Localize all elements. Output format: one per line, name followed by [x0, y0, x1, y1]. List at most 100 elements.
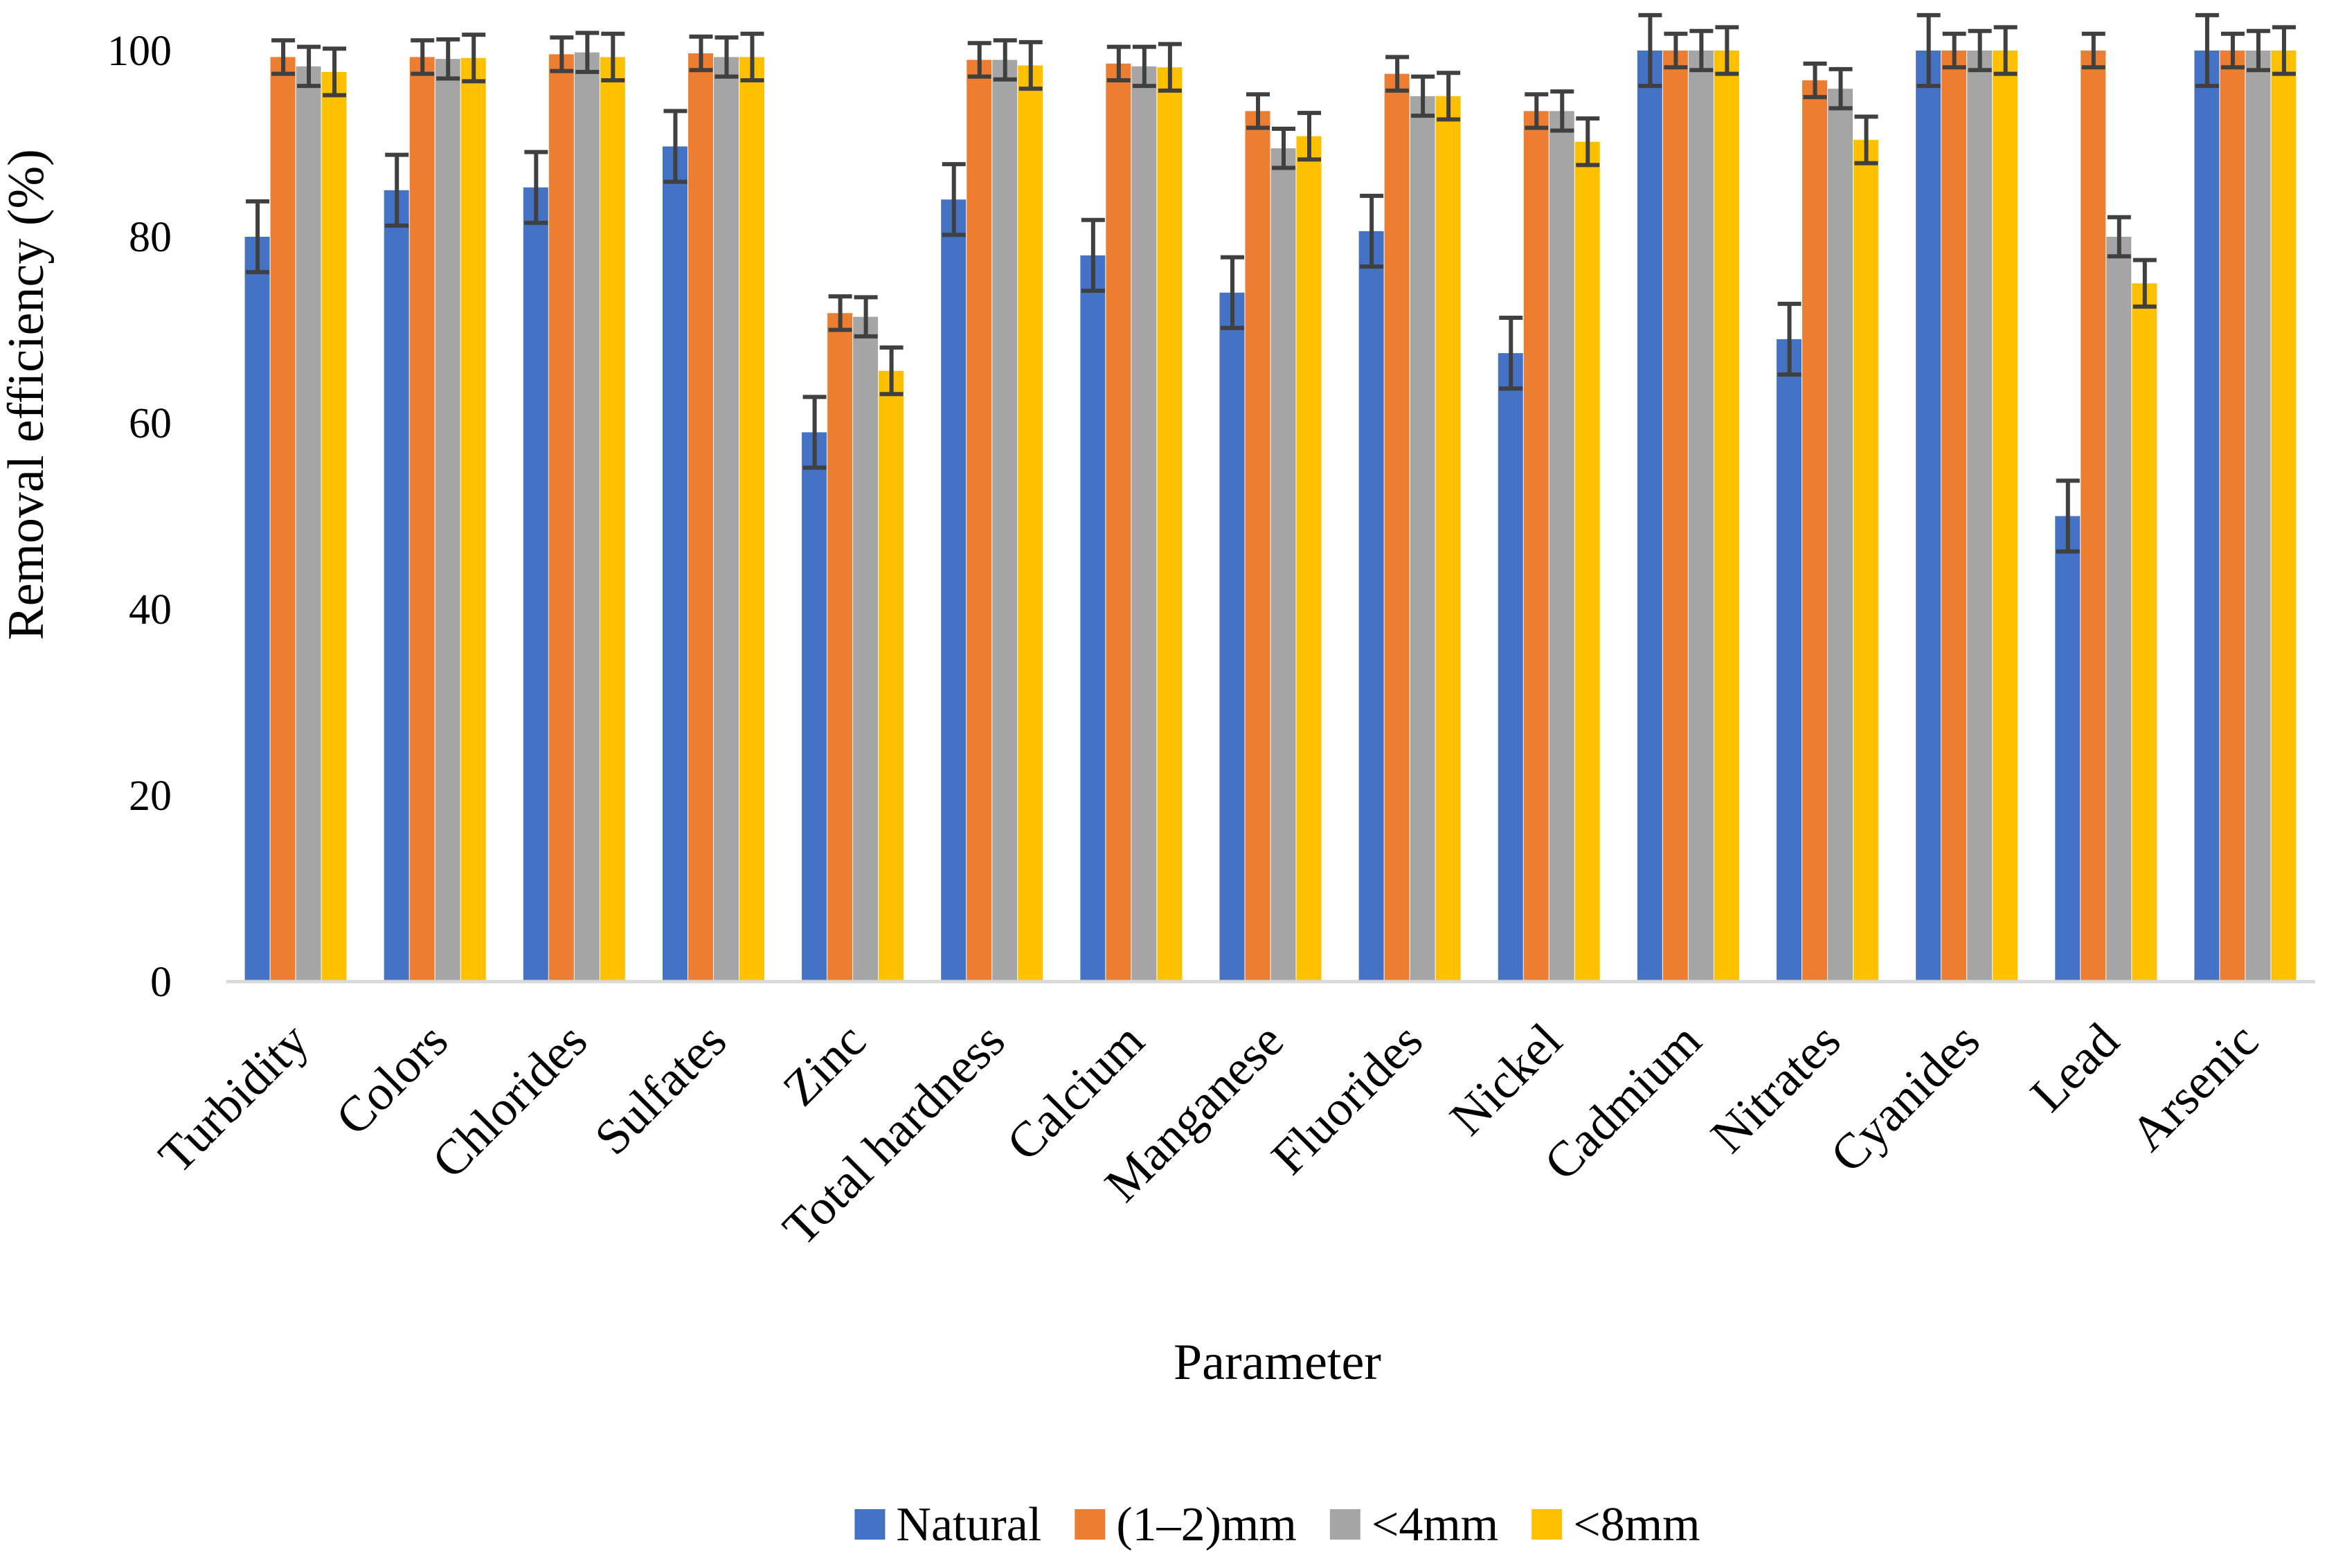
error-bar [689, 34, 713, 73]
error-bar [663, 109, 688, 184]
error-bar [1018, 39, 1043, 91]
bar [1802, 80, 1828, 982]
error-bar [297, 44, 321, 89]
bar [1219, 292, 1245, 982]
bar [270, 57, 296, 982]
bar [879, 370, 904, 982]
legend-label: <8mm [1573, 1498, 1700, 1551]
bar [1941, 51, 1967, 982]
bar [827, 313, 853, 982]
error-bar [1158, 42, 1182, 93]
error-bar [2246, 28, 2270, 73]
legend: Natural (1–2)mm <4mm <8mm [854, 1498, 1700, 1551]
error-bar [601, 31, 625, 83]
x-category-label: Chlorides [422, 1013, 598, 1189]
bar [2220, 51, 2245, 982]
error-bar [1272, 126, 1295, 170]
bar [1777, 339, 1802, 982]
error-bar [1132, 44, 1156, 89]
bar [2194, 51, 2220, 982]
legend-label: <4mm [1372, 1498, 1498, 1551]
bar [1549, 111, 1574, 982]
x-category-label: Fluorides [1261, 1013, 1433, 1185]
error-bar [1246, 92, 1270, 130]
error-bar [1803, 61, 1827, 100]
error-bar [2056, 478, 2080, 554]
error-bar [1638, 12, 1662, 89]
bar [992, 60, 1018, 982]
bar [384, 190, 409, 982]
bar [1358, 231, 1384, 982]
bar [1270, 148, 1296, 982]
error-bar [323, 46, 347, 98]
bar [574, 52, 600, 982]
bar [1662, 51, 1688, 982]
error-bar [1081, 217, 1105, 294]
error-bar [1942, 31, 1966, 70]
x-category-label: Sulfates [584, 1013, 737, 1166]
bar [688, 53, 713, 982]
bar [548, 54, 574, 982]
bar [941, 199, 967, 982]
error-bar [271, 38, 296, 76]
error-bar [246, 199, 270, 275]
error-bar [1499, 316, 1523, 391]
error-bar [2220, 31, 2245, 70]
error-bar [385, 152, 409, 228]
bar [435, 59, 460, 982]
error-bar [1385, 55, 1410, 93]
error-bar [1525, 92, 1549, 130]
error-bar [1916, 12, 1941, 89]
bar [2271, 51, 2297, 982]
x-category-label: Lead [2020, 1013, 2129, 1122]
error-bar [1829, 66, 1853, 111]
bar [321, 71, 347, 982]
y-tick-labels: 0 20 40 60 80 100 [107, 28, 172, 1006]
error-bar [1106, 44, 1131, 83]
error-bar [715, 35, 739, 79]
x-category-label: Arsenic [2120, 1013, 2269, 1162]
error-bar [1968, 28, 1992, 73]
error-bar [967, 41, 991, 79]
bar [967, 60, 992, 982]
x-category-label: Colors [325, 1013, 458, 1146]
error-bar [828, 294, 852, 332]
bar [1574, 141, 1600, 982]
legend-item: Natural [854, 1498, 1041, 1551]
error-bar [1411, 74, 1435, 118]
bar [1018, 65, 1043, 982]
legend-swatch [1531, 1509, 1563, 1540]
y-tick-label: 0 [150, 959, 172, 1006]
bar [1245, 111, 1270, 982]
bars-layer [244, 51, 2297, 982]
bar [2132, 283, 2157, 982]
y-axis-title: Removal efficiency (%) [0, 149, 55, 640]
y-tick-label: 20 [129, 773, 172, 820]
error-bar [802, 395, 827, 470]
error-bar [1221, 255, 1244, 330]
bar [1296, 136, 1322, 982]
bar [713, 57, 739, 982]
x-category-label: Cadmium [1534, 1013, 1711, 1191]
legend-swatch [854, 1509, 886, 1540]
legend-item: <4mm [1329, 1498, 1498, 1551]
x-category-label: Zinc [773, 1013, 877, 1117]
bar [739, 57, 764, 982]
bar [1435, 96, 1461, 982]
error-bar [2081, 31, 2105, 70]
y-tick-label: 80 [129, 214, 172, 261]
y-tick-label: 100 [107, 28, 172, 75]
legend-item: (1–2)mm [1075, 1498, 1297, 1551]
legend-swatch [1075, 1509, 1106, 1540]
error-bar [2107, 215, 2131, 259]
bar [409, 57, 435, 982]
x-category-label: Turbidity [148, 1013, 319, 1184]
bar [1498, 353, 1523, 982]
error-bars-layer [246, 12, 2296, 554]
bar [1157, 67, 1183, 982]
error-bar [436, 37, 460, 81]
bar [600, 57, 625, 982]
